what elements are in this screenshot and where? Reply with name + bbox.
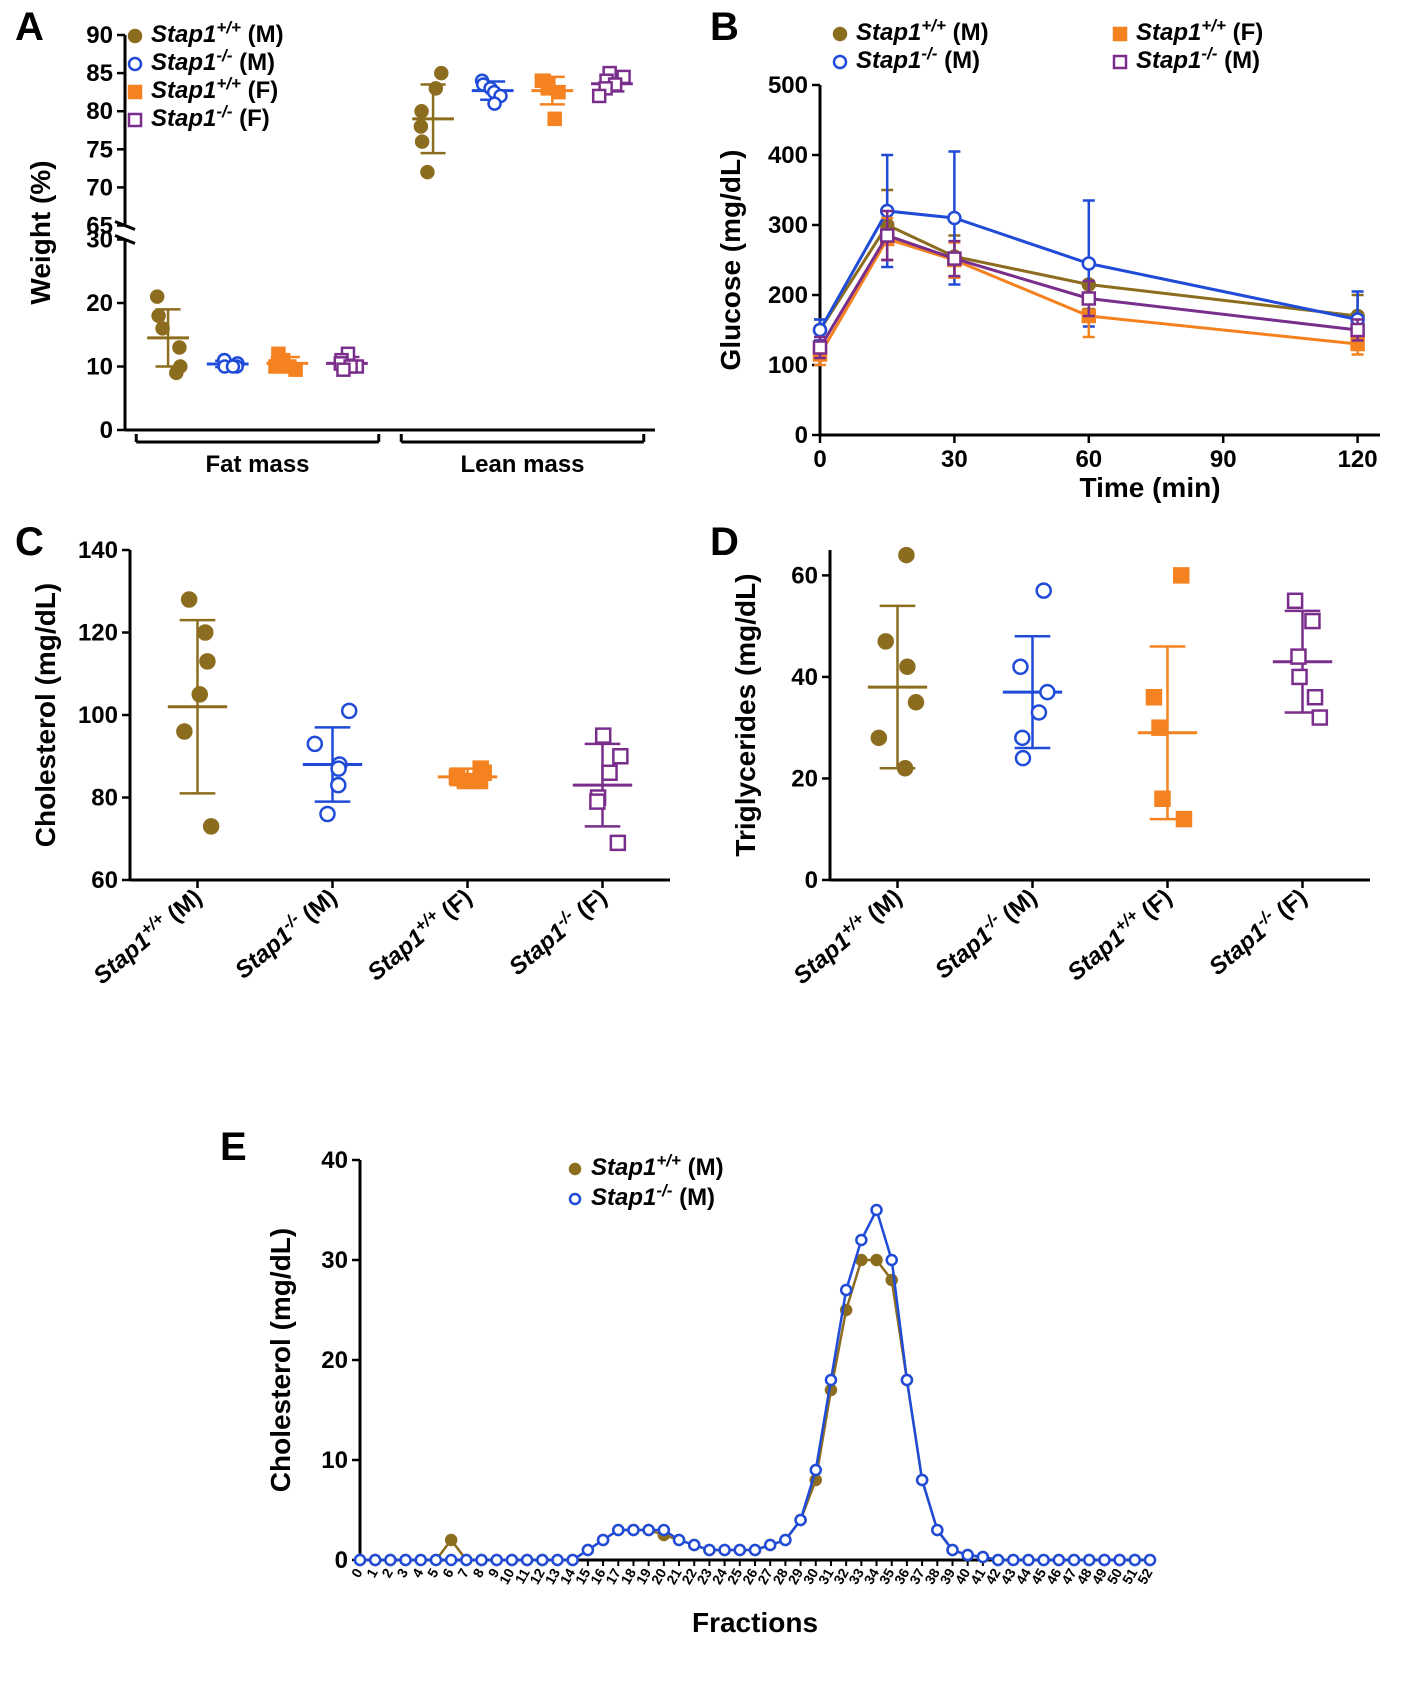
svg-text:0: 0 [813,446,826,473]
svg-text:0: 0 [795,422,808,449]
svg-text:10: 10 [321,1447,348,1474]
svg-text:Stap1-/- (M): Stap1-/- (M) [228,881,343,984]
svg-text:Fractions: Fractions [692,1607,818,1638]
svg-text:80: 80 [91,785,118,812]
svg-text:85: 85 [86,60,113,87]
panel-d: 0 20 40 60 Triglycerides (mg/dL) Stap1+/+ (M)… [730,548,1370,990]
svg-text:Stap1+/+ (M): Stap1+/+ (M) [786,881,907,990]
legend-item: Stap1-/- (M) [151,46,275,77]
svg-text:200: 200 [768,282,808,309]
svg-text:Stap1-/- (M): Stap1-/- (M) [591,1181,715,1212]
svg-text:Triglycerides (mg/dL): Triglycerides (mg/dL) [730,573,761,856]
svg-text:80: 80 [86,98,113,125]
svg-text:75: 75 [86,136,113,163]
svg-text:65: 65 [86,213,113,240]
svg-text:Weight (%): Weight (%) [25,160,56,304]
svg-text:500: 500 [768,72,808,99]
svg-text:60: 60 [791,562,818,589]
svg-text:52: 52 [1134,1565,1156,1587]
svg-text:E: E [220,1125,247,1169]
svg-text:40: 40 [321,1147,348,1174]
svg-text:30: 30 [941,446,968,473]
svg-text:0: 0 [335,1547,348,1574]
svg-text:20: 20 [321,1347,348,1374]
panel-c: 60 80 100 120 140 Cholesterol (mg/dL) Stap1+/+… [30,537,670,990]
svg-text:0: 0 [100,417,113,444]
svg-text:Stap1-/- (F): Stap1-/- (F) [502,881,613,981]
svg-text:Stap1+/+ (M): Stap1+/+ (M) [86,881,207,990]
svg-text:100: 100 [78,702,118,729]
panel-a: 0102030657075808590Weight (%)Fat massLea… [25,18,655,479]
svg-text:70: 70 [86,174,113,201]
svg-text:400: 400 [768,142,808,169]
svg-text:Cholesterol (mg/dL): Cholesterol (mg/dL) [265,1228,296,1492]
svg-text:60: 60 [1075,446,1102,473]
svg-text:Stap1+/+ (M): Stap1+/+ (M) [856,16,989,47]
svg-text:300: 300 [768,212,808,239]
svg-text:Stap1-/- (F): Stap1-/- (F) [1202,881,1313,981]
svg-text:60: 60 [91,867,118,894]
svg-text:0: 0 [805,867,818,894]
svg-text:140: 140 [78,537,118,564]
svg-text:120: 120 [1338,446,1378,473]
svg-text:40: 40 [791,664,818,691]
svg-text:Lean mass: Lean mass [460,451,584,478]
svg-text:120: 120 [78,620,118,647]
svg-text:20: 20 [86,290,113,317]
svg-text:100: 100 [768,352,808,379]
svg-text:Glucose (mg/dL): Glucose (mg/dL) [715,150,746,371]
svg-text:90: 90 [86,22,113,49]
svg-text:Stap1-/- (M): Stap1-/- (M) [928,881,1043,984]
svg-text:Stap1+/+ (M): Stap1+/+ (M) [591,1151,724,1182]
legend-item: Stap1+/+ (F) [151,74,278,105]
svg-text:Stap1+/+ (F): Stap1+/+ (F) [1136,16,1263,47]
svg-text:Stap1+/+ (F): Stap1+/+ (F) [1060,881,1177,986]
panel-b: 0 100 200 300 400 500 0 30 60 90 120 Glucose (mg/dL… [715,16,1380,504]
svg-text:20: 20 [791,765,818,792]
svg-text:90: 90 [1210,446,1237,473]
svg-text:Fat mass: Fat mass [205,451,309,478]
svg-text:B: B [710,5,739,49]
svg-text:Stap1+/+ (F): Stap1+/+ (F) [360,881,477,986]
figure-root: A B C D E 0 10 20 30 65 70 75 80 85 90 Weight (%) Fat ma… [0,0,1418,1691]
legend-item: Stap1-/- (F) [151,102,270,133]
svg-text:Cholesterol (mg/dL): Cholesterol (mg/dL) [30,583,61,847]
svg-text:10: 10 [86,354,113,381]
svg-text:C: C [15,520,44,564]
svg-text:Time (min): Time (min) [1079,472,1220,503]
svg-text:D: D [710,520,739,564]
svg-text:A: A [15,5,44,49]
svg-text:Stap1-/- (M): Stap1-/- (M) [856,44,980,75]
legend-item: Stap1+/+ (M) [151,18,284,49]
svg-text:Stap1-/- (M): Stap1-/- (M) [1136,44,1260,75]
svg-text:30: 30 [321,1247,348,1274]
panel-e: 010203040Cholesterol (mg/dL)012345678910… [265,1147,1156,1638]
